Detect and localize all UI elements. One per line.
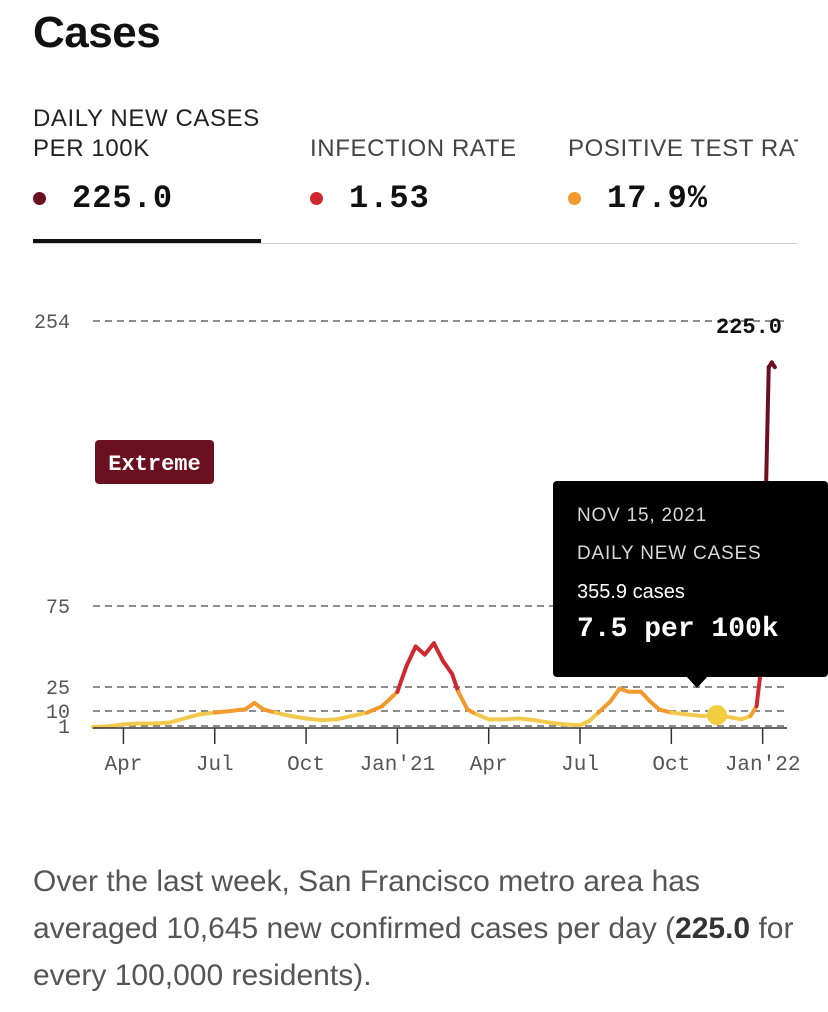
series-segment — [404, 644, 418, 668]
tab-daily-new-cases-label: DAILY NEW CASES PER 100K — [33, 104, 263, 164]
y-tick-label: 10 — [46, 702, 70, 725]
series-segment — [261, 707, 278, 715]
series-segment — [547, 720, 567, 727]
series-segment — [648, 699, 662, 712]
tab-infection-rate-label: INFECTION RATE — [310, 135, 517, 162]
medium-dot-icon — [568, 192, 581, 205]
series-segment — [501, 716, 522, 722]
x-tick-label: Oct — [652, 754, 690, 777]
series-segment — [450, 672, 461, 694]
series-segment — [304, 716, 324, 723]
cases-chart: 1 10 25 75 254 Apr Jul Oct Jan'21 Apr Jul Oct Jan'2… — [0, 300, 828, 800]
series-segment — [227, 707, 248, 713]
series-segment — [167, 716, 187, 725]
last-value-label: 225.0 — [716, 315, 782, 340]
series-segment — [288, 714, 309, 721]
series-segment — [431, 641, 446, 664]
tab-daily-new-cases-label-line2: PER 100K — [33, 135, 150, 162]
y-tick-label: 75 — [46, 597, 70, 620]
series-segment — [441, 659, 455, 677]
series-segment — [121, 721, 141, 727]
tab-infection-rate-value: 1.53 — [310, 180, 430, 217]
series-segment — [456, 689, 470, 712]
daily-new-cases-value: 225.0 — [72, 180, 174, 217]
x-tick-label: Jul — [196, 754, 234, 777]
series-segment — [517, 716, 537, 723]
series-segment — [413, 644, 427, 657]
risk-badge — [95, 440, 214, 484]
x-axis: Apr Jul Oct Jan'21 Apr Jul Oct Jan'22 — [93, 727, 801, 777]
y-tick-label: 25 — [46, 678, 70, 701]
tab-daily-new-cases-label-line1: DAILY NEW CASES — [33, 105, 260, 132]
series-segment — [319, 717, 339, 723]
series-segment — [334, 714, 354, 722]
series-segment — [769, 360, 777, 370]
y-tick-label: 1 — [58, 717, 70, 740]
chart-labels: 225.0 Extreme — [95, 315, 782, 726]
tab-positive-test-rate-value: 17.9% — [568, 180, 708, 217]
tab-daily-new-cases[interactable]: DAILY NEW CASES PER 100K 225.0 — [33, 104, 263, 244]
series-segment — [422, 641, 436, 657]
summary-text-before: Over the last week, San Francisco metro … — [33, 865, 700, 945]
tooltip-date: NOV 15, 2021 — [577, 505, 708, 526]
summary-bold-value: 225.0 — [675, 912, 751, 945]
series-segment — [657, 707, 674, 715]
series-segment — [364, 704, 385, 715]
x-tick-label: Jan'21 — [360, 754, 436, 777]
tab-positive-test-rate[interactable]: POSITIVE TEST RATE 17.9% — [568, 104, 798, 244]
series-segment — [106, 722, 126, 729]
tooltip-rate: 7.5 per 100k — [577, 614, 779, 645]
series-segment — [562, 722, 583, 728]
x-tick-label: Apr — [105, 754, 143, 777]
series-segment — [349, 710, 369, 718]
summary-text: Over the last week, San Francisco metro … — [33, 858, 803, 999]
infection-rate-value: 1.53 — [349, 180, 430, 217]
extreme-dot-icon — [33, 192, 46, 205]
series-segment — [532, 718, 552, 725]
series-segment — [151, 720, 172, 726]
tab-infection-rate[interactable]: INFECTION RATE 1.53 — [310, 104, 540, 244]
chart-tooltip: NOV 15, 2021 DAILY NEW CASES 355.9 cases… — [553, 481, 828, 688]
y-tick-label: 254 — [34, 312, 70, 335]
x-tick-label: Jan'22 — [725, 754, 801, 777]
metric-tabs: DAILY NEW CASES PER 100K 225.0 INFECTION… — [33, 104, 798, 246]
series-segment — [91, 724, 111, 729]
series-segment — [197, 710, 217, 717]
x-tick-label: Oct — [287, 754, 325, 777]
tooltip-cases: 355.9 cases — [577, 581, 685, 603]
series-segment — [684, 712, 704, 718]
series-segment — [763, 365, 771, 505]
tabs-divider — [33, 243, 797, 244]
series-segment — [212, 709, 232, 715]
x-tick-label: Jul — [561, 754, 599, 777]
page-title: Cases — [33, 8, 161, 57]
high-dot-icon — [310, 192, 323, 205]
series-segment — [380, 689, 400, 709]
series-segment — [474, 712, 491, 722]
series-segment — [596, 699, 613, 715]
tab-daily-new-cases-value: 225.0 — [33, 180, 173, 217]
positive-test-rate-value: 17.9% — [607, 180, 709, 217]
x-tick-label: Apr — [470, 754, 508, 777]
series-segment — [669, 710, 689, 717]
series-segment — [638, 689, 653, 704]
series-segment — [608, 686, 622, 704]
risk-badge-label: Extreme — [108, 452, 200, 477]
tooltip-label: DAILY NEW CASES — [577, 543, 762, 564]
series-segment — [587, 710, 601, 723]
tab-positive-test-rate-label: POSITIVE TEST RATE — [568, 135, 798, 162]
series-segment — [182, 712, 202, 721]
summary-text-after: for every 100,000 residents). — [33, 912, 794, 992]
series-segment — [273, 710, 293, 718]
highlight-point — [706, 705, 727, 726]
series-segment — [395, 663, 409, 694]
active-tab-indicator — [33, 239, 261, 243]
